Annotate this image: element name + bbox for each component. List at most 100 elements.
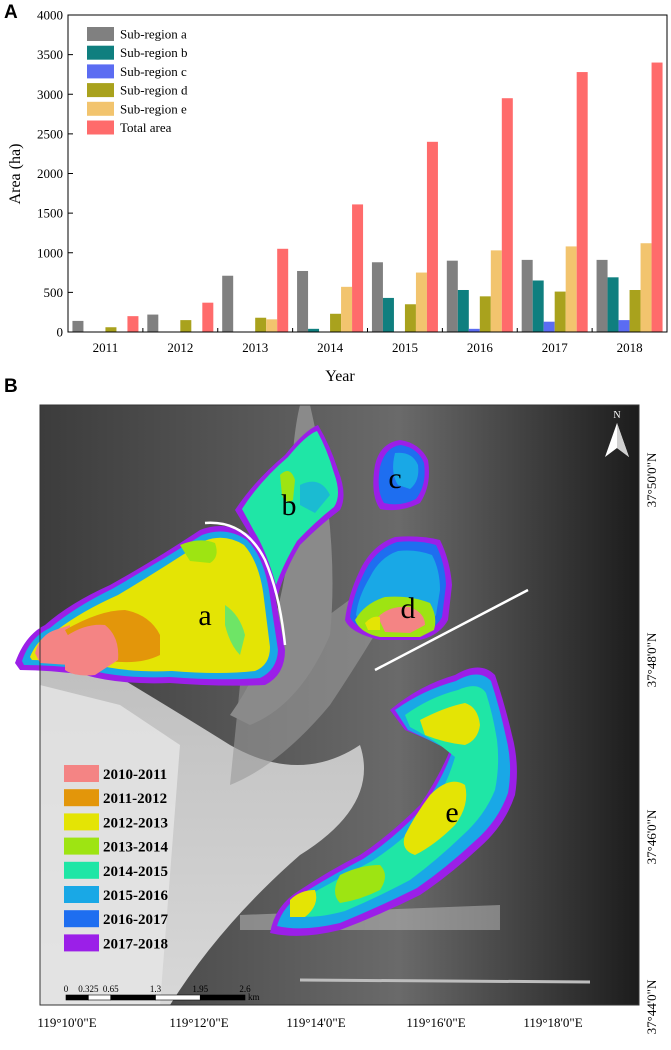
north-arrow-icon: N [605, 410, 629, 457]
map-legend-swatch [64, 910, 99, 928]
y-axis-label: Area (ha) [7, 144, 24, 205]
sub-region-d [345, 536, 452, 640]
y-tick-label: 500 [44, 285, 64, 300]
map-legend-swatch [64, 934, 99, 952]
scale-segment [199, 994, 246, 1001]
scale-unit: km [248, 992, 260, 1002]
legend-swatch [87, 83, 114, 98]
map-legend-swatch [64, 813, 99, 831]
x-tick-label: 2018 [617, 340, 643, 355]
map-legend-swatch [64, 837, 99, 855]
longitude-label: 119°16'0"E [406, 1015, 465, 1030]
legend-label: Sub-region a [120, 27, 187, 42]
bar-sub-region-d-2018 [629, 289, 641, 332]
bar-total-area-2015 [426, 141, 438, 332]
bar-sub-region-e-2017 [565, 246, 577, 332]
region-label-b: b [282, 489, 297, 522]
bar-total-area-2013 [277, 248, 289, 332]
bar-sub-region-b-2015 [382, 297, 394, 332]
bar-sub-region-b-2017 [532, 280, 544, 332]
latitude-label: 37°48'0"N [644, 632, 659, 687]
region-label-d: d [401, 592, 416, 625]
sub-region-c [373, 440, 429, 511]
map-legend-swatch [64, 861, 99, 879]
bar-sub-region-a-2013 [222, 275, 234, 332]
bar-sub-region-e-2016 [490, 250, 502, 332]
y-tick-label: 1000 [37, 245, 63, 260]
sub-region-e [270, 667, 517, 936]
chart-svg: 0 500 1000 1500 2000 2500 3000 3500 4000 2011 201… [7, 8, 668, 385]
bar-sub-region-a-2014 [297, 270, 309, 332]
region-label-a: a [198, 599, 211, 632]
map-frame [39, 404, 640, 1006]
x-tick-label: 2017 [542, 340, 569, 355]
area-bar-chart: 0 500 1000 1500 2000 2500 3000 3500 4000 2011 201… [0, 0, 671, 385]
y-tick-label: 0 [57, 325, 64, 340]
x-tick-label: 2016 [467, 340, 494, 355]
sub-region-a [15, 526, 285, 686]
legend-swatch [87, 27, 114, 41]
x-tick-label: 2014 [317, 340, 344, 355]
y-tick-label: 1500 [37, 206, 63, 221]
map-panel: a b c d e N 2010-2011 2011-2012 2012-2013 2013-… [0, 385, 671, 1045]
legend-label: Sub-region d [120, 83, 188, 98]
map-legend-swatch [64, 886, 99, 903]
scale-tick-label: 0.325 [78, 984, 99, 994]
scale-bar: 0 0.325 0.65 1.3 1.95 2.6km [64, 984, 260, 1002]
bar-sub-region-d-2016 [479, 296, 491, 332]
map-legend-label: 2016-2017 [103, 912, 168, 928]
latitude-label: 37°46'0"N [644, 809, 659, 864]
bar-sub-region-d-2013 [255, 317, 267, 332]
map-legend-label: 2017-2018 [103, 936, 168, 952]
bar-sub-region-c-2018 [618, 320, 630, 332]
region-label-c: c [388, 462, 401, 495]
north-label: N [613, 410, 620, 421]
bar-sub-region-d-2012 [180, 320, 192, 332]
latitude-label: 37°50'0"N [644, 452, 659, 507]
legend-swatch [87, 45, 114, 60]
map-legend-label: 2010-2011 [103, 767, 167, 783]
scale-tick-label: 2.6 [239, 984, 251, 994]
bar-total-area-2017 [576, 72, 588, 332]
boundary-line-de [374, 588, 529, 672]
scale-tick-label: 0 [64, 984, 69, 994]
bar-sub-region-c-2017 [543, 321, 555, 332]
scale-segment [110, 994, 156, 1001]
bar-total-area-2018 [651, 62, 663, 333]
map-legend-label: 2011-2012 [103, 791, 167, 807]
bar-total-area-2016 [501, 98, 513, 333]
legend-label: Total area [120, 120, 172, 135]
bar-sub-region-a-2017 [521, 259, 533, 332]
panel-b-letter: B [4, 376, 18, 397]
longitude-label: 119°14'0"E [286, 1015, 345, 1030]
bar-sub-region-d-2011 [105, 327, 117, 332]
bar-sub-region-e-2018 [640, 243, 652, 332]
longitude-label: 119°12'0"E [169, 1015, 228, 1030]
latitude-label: 37°44'0"N [644, 979, 659, 1034]
bar-sub-region-d-2015 [404, 304, 416, 332]
bar-sub-region-b-2018 [607, 277, 619, 332]
scale-tick-label: 1.95 [192, 984, 208, 994]
panel-a-letter: A [4, 2, 18, 23]
x-axis-label: Year [325, 368, 355, 385]
x-tick-label: 2012 [167, 340, 193, 355]
legend-label: Sub-region c [120, 64, 187, 79]
bar-sub-region-e-2013 [266, 319, 278, 332]
bar-sub-region-a-2016 [446, 260, 458, 332]
map-legend-label: 2012-2013 [103, 815, 168, 831]
scale-tick-label: 1.3 [150, 984, 162, 994]
y-tick-label: 2500 [37, 126, 63, 141]
bar-total-area-2011 [127, 316, 139, 332]
map-legend-swatch [64, 765, 99, 782]
scale-segment [88, 994, 112, 1001]
bar-sub-region-d-2017 [554, 291, 566, 332]
legend-swatch [87, 64, 114, 79]
map-legend: 2010-2011 2011-2012 2012-2013 2013-2014 2014… [64, 765, 168, 952]
bar-sub-region-a-2012 [147, 314, 159, 332]
jetty [299, 978, 591, 984]
boundary-line-ab [204, 521, 287, 646]
map-legend-label: 2013-2014 [103, 840, 168, 856]
bar-total-area-2012 [202, 302, 214, 332]
y-tick-label: 3000 [37, 87, 63, 102]
map-legend-swatch [64, 789, 99, 807]
